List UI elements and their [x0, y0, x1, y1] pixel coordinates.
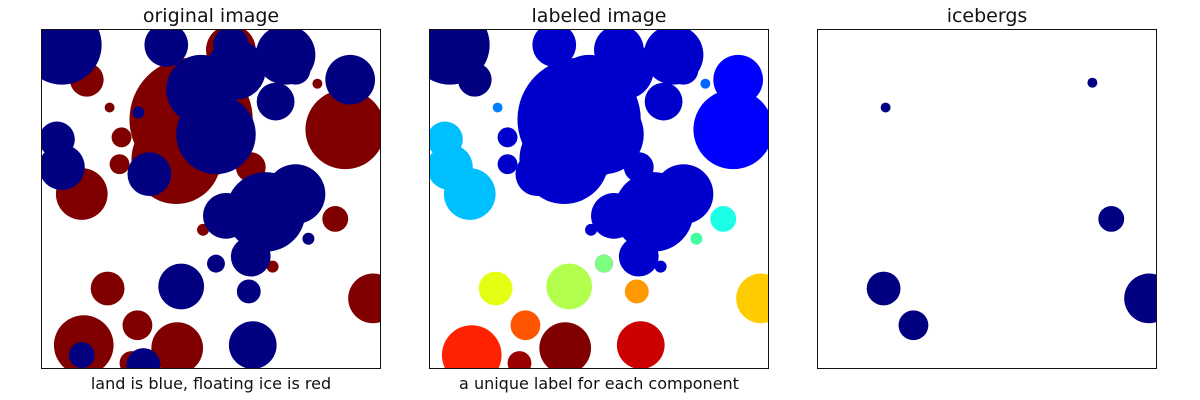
component-red	[441, 325, 502, 368]
component-main	[497, 30, 714, 277]
panel-title: original image	[142, 5, 280, 27]
component-orangered	[510, 310, 541, 341]
land-blobs	[42, 30, 376, 368]
component-cyan	[430, 121, 496, 220]
component-small-1	[492, 102, 503, 113]
component-gold	[736, 273, 768, 324]
original-image	[42, 30, 380, 368]
icebergs-image	[866, 77, 1156, 341]
component-darkred-small	[507, 351, 532, 368]
component-maroon	[539, 322, 592, 368]
panel-caption: land is blue, floating ice is red	[90, 374, 332, 393]
image-frame-original	[41, 29, 381, 369]
panel-icebergs: icebergs	[817, 0, 1157, 400]
panel-original: original image	[41, 0, 381, 400]
iceberg-blobs	[866, 77, 1156, 341]
panel-labeled: labeled image	[429, 0, 769, 400]
component-lightgreen	[595, 254, 613, 273]
component-aqua	[710, 205, 737, 232]
image-frame-labeled	[429, 29, 769, 369]
panel-title: icebergs	[946, 5, 1028, 27]
component-navy	[430, 30, 492, 97]
component-lime	[546, 263, 593, 310]
component-blue	[693, 54, 768, 170]
labeled-image	[430, 30, 768, 368]
component-orange	[624, 279, 649, 304]
component-yellow	[478, 271, 513, 306]
image-frame-icebergs	[817, 29, 1157, 369]
panel-caption: a unique label for each component	[459, 374, 739, 393]
component-mint	[690, 232, 703, 245]
panel-title: labeled image	[531, 5, 667, 27]
component-crimson	[616, 321, 665, 368]
component-small-2	[700, 78, 711, 89]
